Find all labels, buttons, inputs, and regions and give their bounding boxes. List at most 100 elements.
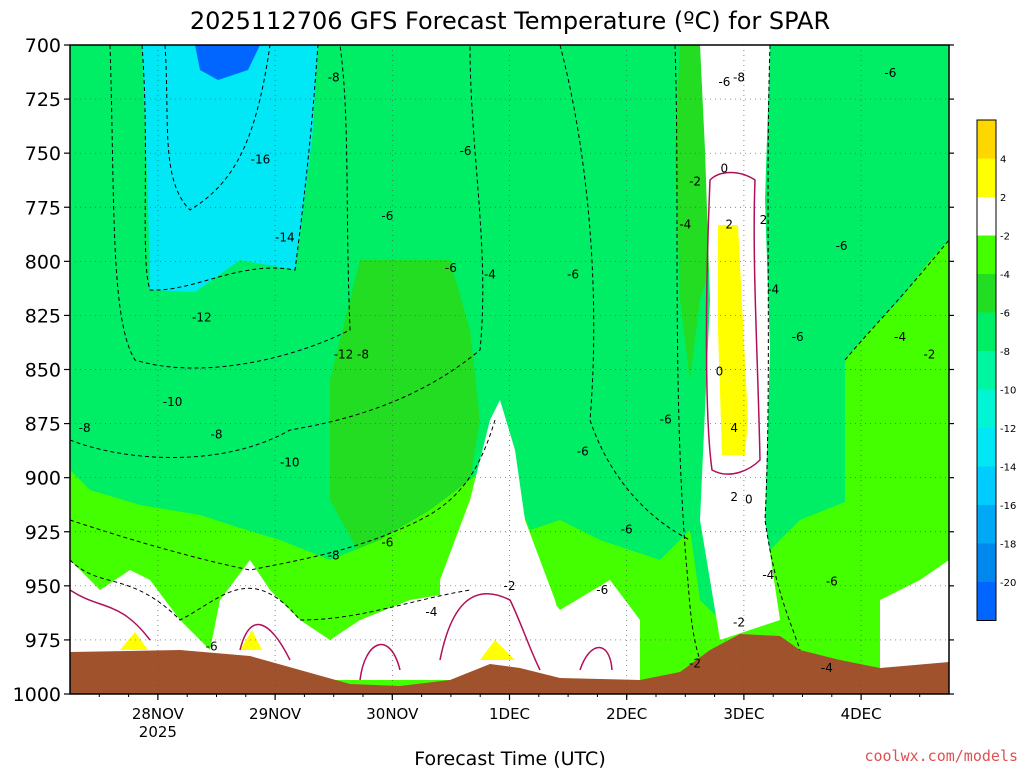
contour-label: -16	[251, 153, 271, 167]
contour-label: -2	[504, 579, 516, 593]
x-tick-label: 1DEC	[489, 705, 530, 723]
colorbar: 4 2 -2 -4 -6 -8 -10 -12 -14 -16 -18 -20	[976, 119, 1016, 621]
contour-label: -14	[275, 231, 295, 245]
x-tick-label: 3DEC	[723, 705, 764, 723]
contour-label: -6	[826, 575, 838, 589]
contour-label: 4	[730, 421, 738, 435]
colorbar-label: -12	[1000, 424, 1016, 435]
contour-label: -8	[79, 421, 91, 435]
y-tick-label: 875	[25, 414, 61, 436]
colorbar-label: -16	[1000, 501, 1016, 512]
colorbar-bin	[977, 582, 996, 621]
y-tick-label: 775	[25, 197, 61, 219]
upper-cyan-cold-fill	[142, 45, 318, 292]
colorbar-bin	[977, 197, 996, 236]
contour-line	[141, 45, 319, 291]
credit-text: coolwx.com/models	[864, 747, 1018, 765]
colorbar-bin	[977, 158, 996, 197]
contour-label: 2	[760, 213, 768, 227]
colorbar-bin	[977, 505, 996, 544]
contour-label: 2	[725, 218, 733, 232]
plot-area	[70, 45, 949, 694]
contour-label: 0	[745, 492, 753, 506]
contour-label: -4	[484, 267, 496, 281]
y-tick-label: 825	[25, 305, 61, 327]
y-tick-label: 900	[25, 468, 61, 490]
contour-label: -6	[567, 267, 579, 281]
colorbar-label: -18	[1000, 540, 1016, 551]
contour-label: -12	[334, 347, 354, 361]
contour-label: -2	[733, 616, 745, 630]
colorbar-label: -2	[1000, 232, 1010, 243]
y-tick-label: 700	[25, 35, 61, 57]
contour-label: -6	[792, 330, 804, 344]
colorbar-bin	[977, 389, 996, 428]
x-tick-label: 29NOV	[249, 705, 302, 723]
colorbar-label: -14	[1000, 463, 1016, 474]
contour-label: -6	[445, 261, 457, 275]
contour-label: -4	[821, 661, 833, 675]
contour-line	[164, 45, 271, 211]
contour-label: -4	[425, 605, 437, 619]
y-tick-label: 925	[25, 522, 61, 544]
x-axis-label: Forecast Time (UTC)	[414, 748, 605, 768]
low-level-yellow-fill	[480, 640, 515, 660]
contour-labels: -8 -8 -6 -6 -6 -16 0 -2 -6 -14 -4 2 2 -6 -6 -4 -6 -4 -12 -6…	[79, 66, 936, 675]
contour-label: -10	[163, 395, 183, 409]
warm-column-yellow-fill	[718, 225, 748, 455]
colorbar-label: 2	[1000, 193, 1006, 204]
colorbar-label: 4	[1000, 155, 1006, 166]
colorbar-bin	[977, 543, 996, 582]
contour-line	[844, 239, 949, 361]
contour-label: -8	[211, 427, 223, 441]
contour-label: -6	[577, 445, 589, 459]
contour-line	[674, 45, 701, 661]
contour-label: -2	[689, 174, 701, 188]
lower-right-white-fill	[880, 560, 949, 694]
contour-label: -12	[192, 311, 212, 325]
contour-line	[559, 45, 691, 541]
colorbar-bin	[977, 351, 996, 390]
contour-label: -6	[381, 536, 393, 550]
contour-label: -6	[206, 639, 218, 653]
colorbar-bin	[977, 466, 996, 505]
colorbar-bin	[977, 312, 996, 351]
colorbar-label: -8	[1000, 347, 1010, 358]
contour-label: -8	[328, 549, 340, 563]
contour-label: -6	[621, 523, 633, 537]
low-level-yellow-fill	[240, 630, 262, 650]
low-level-yellow-fill	[120, 632, 148, 650]
contour-label: -4	[767, 282, 779, 296]
contour-lines	[70, 45, 949, 681]
contour-label: -8	[328, 70, 340, 84]
contour-line	[70, 419, 496, 571]
mid-green-fill	[330, 260, 480, 555]
contour-label: -6	[660, 412, 672, 426]
chart-title: 2025112706 GFS Forecast Temperature (ºC)…	[190, 7, 830, 35]
y-tick-label: 850	[25, 360, 61, 382]
contour-label: -6	[836, 239, 848, 253]
x-tick-label: 28NOV	[132, 705, 185, 723]
colorbar-bin	[977, 120, 996, 159]
y-tick-label: 950	[25, 576, 61, 598]
colorbar-frame	[976, 119, 997, 621]
zero-degree-contour	[70, 589, 613, 681]
contour-label: -6	[718, 75, 730, 89]
contour-label: 0	[721, 161, 729, 175]
contour-label: -2	[923, 347, 935, 361]
colorbar-label: -6	[1000, 309, 1010, 320]
colorbar-bin	[977, 235, 996, 274]
y-tick-label: 800	[25, 251, 61, 273]
y-tick-label: 725	[25, 89, 61, 111]
contour-label: -4	[894, 330, 906, 344]
contour-label: -2	[689, 657, 701, 671]
y-axis: 700 725 750 775 800 825 850 875 900 925 950 975 1000	[13, 35, 954, 706]
x-tick-label: 2DEC	[606, 705, 647, 723]
y-tick-label: 750	[25, 143, 61, 165]
contour-label: -8	[357, 347, 369, 361]
contour-line	[70, 45, 484, 458]
contour-label: -6	[596, 583, 608, 597]
contour-line	[70, 559, 471, 621]
